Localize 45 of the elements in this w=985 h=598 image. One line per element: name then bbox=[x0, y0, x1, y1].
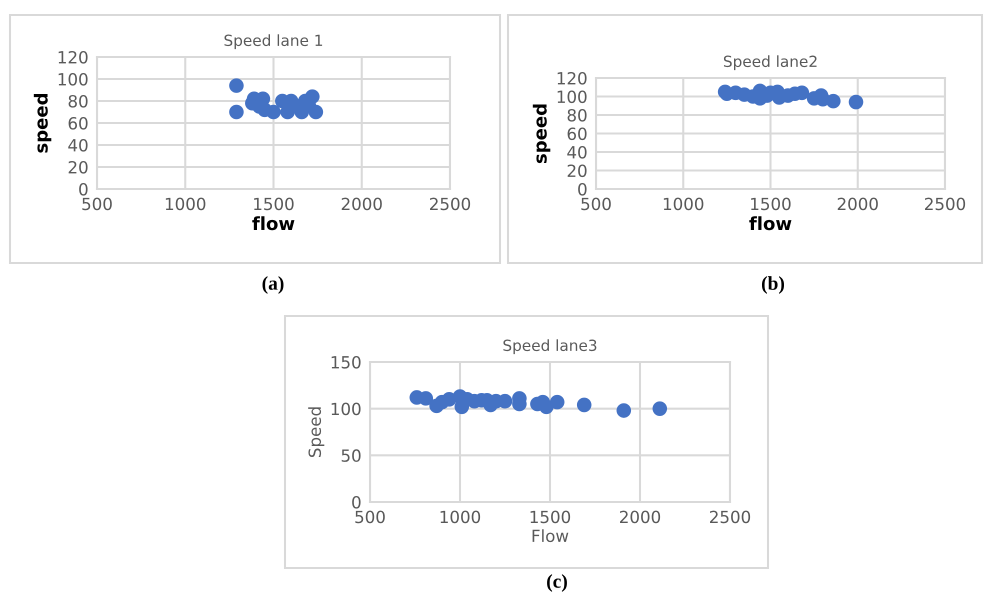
x-axis-title: Flow bbox=[532, 529, 568, 542]
x-tick-label: 2500 bbox=[430, 198, 470, 210]
y-tick-label: 120 bbox=[58, 50, 88, 64]
text: (b) bbox=[762, 276, 784, 294]
y-tick-label: 60 bbox=[568, 127, 587, 140]
x-tick-label: 2000 bbox=[838, 198, 878, 210]
x-tick-label: 1500 bbox=[751, 198, 791, 210]
y-tick-label: 100 bbox=[558, 90, 587, 104]
x-tick-label: 2000 bbox=[620, 510, 660, 524]
y-tick-label: 100 bbox=[58, 72, 88, 86]
x-tick-label: 2000 bbox=[342, 198, 382, 210]
y-tick-label: 20 bbox=[68, 160, 88, 174]
x-tick-label: 1000 bbox=[664, 198, 704, 210]
x-tick-label: 1000 bbox=[166, 198, 206, 210]
y-tick-label: 100 bbox=[332, 402, 361, 416]
x-axis-title: flow bbox=[252, 216, 294, 230]
y-tick-label: 60 bbox=[68, 116, 88, 130]
chart-title: Speed lane2 bbox=[724, 55, 817, 70]
x-tick-label: 2500 bbox=[925, 198, 966, 210]
chart-title: Speed lane3 bbox=[503, 339, 596, 354]
x-tick-label: 1000 bbox=[440, 510, 480, 524]
x-tick-label: 1500 bbox=[530, 510, 570, 524]
y-tick-label: 20 bbox=[568, 164, 587, 178]
y-tick-label: 0 bbox=[578, 182, 587, 196]
y-tick-label: 40 bbox=[68, 138, 88, 152]
text: (a) bbox=[262, 276, 284, 294]
x-tick-label: 500 bbox=[581, 198, 611, 210]
y-tick-label: 80 bbox=[568, 108, 587, 122]
x-axis-title: flow bbox=[749, 216, 792, 230]
y-axis-title: speed bbox=[34, 94, 52, 153]
y-tick-label: 0 bbox=[79, 182, 88, 196]
y-tick-label: 120 bbox=[558, 72, 587, 85]
y-tick-label: 50 bbox=[342, 449, 361, 462]
x-tick-label: 2500 bbox=[710, 510, 750, 524]
x-tick-label: 500 bbox=[355, 510, 385, 524]
y-tick-label: 0 bbox=[352, 496, 361, 509]
chart-title: Speed lane 1 bbox=[224, 34, 322, 50]
y-tick-label: 150 bbox=[332, 356, 361, 369]
x-tick-label: 1500 bbox=[254, 198, 294, 210]
y-axis-title: speed bbox=[532, 104, 550, 164]
x-tick-label: 500 bbox=[82, 198, 112, 210]
y-tick-label: 40 bbox=[567, 146, 587, 159]
y-tick-label: 80 bbox=[68, 94, 88, 108]
y-axis-title: Speed bbox=[308, 407, 324, 458]
text: (c) bbox=[547, 574, 567, 592]
